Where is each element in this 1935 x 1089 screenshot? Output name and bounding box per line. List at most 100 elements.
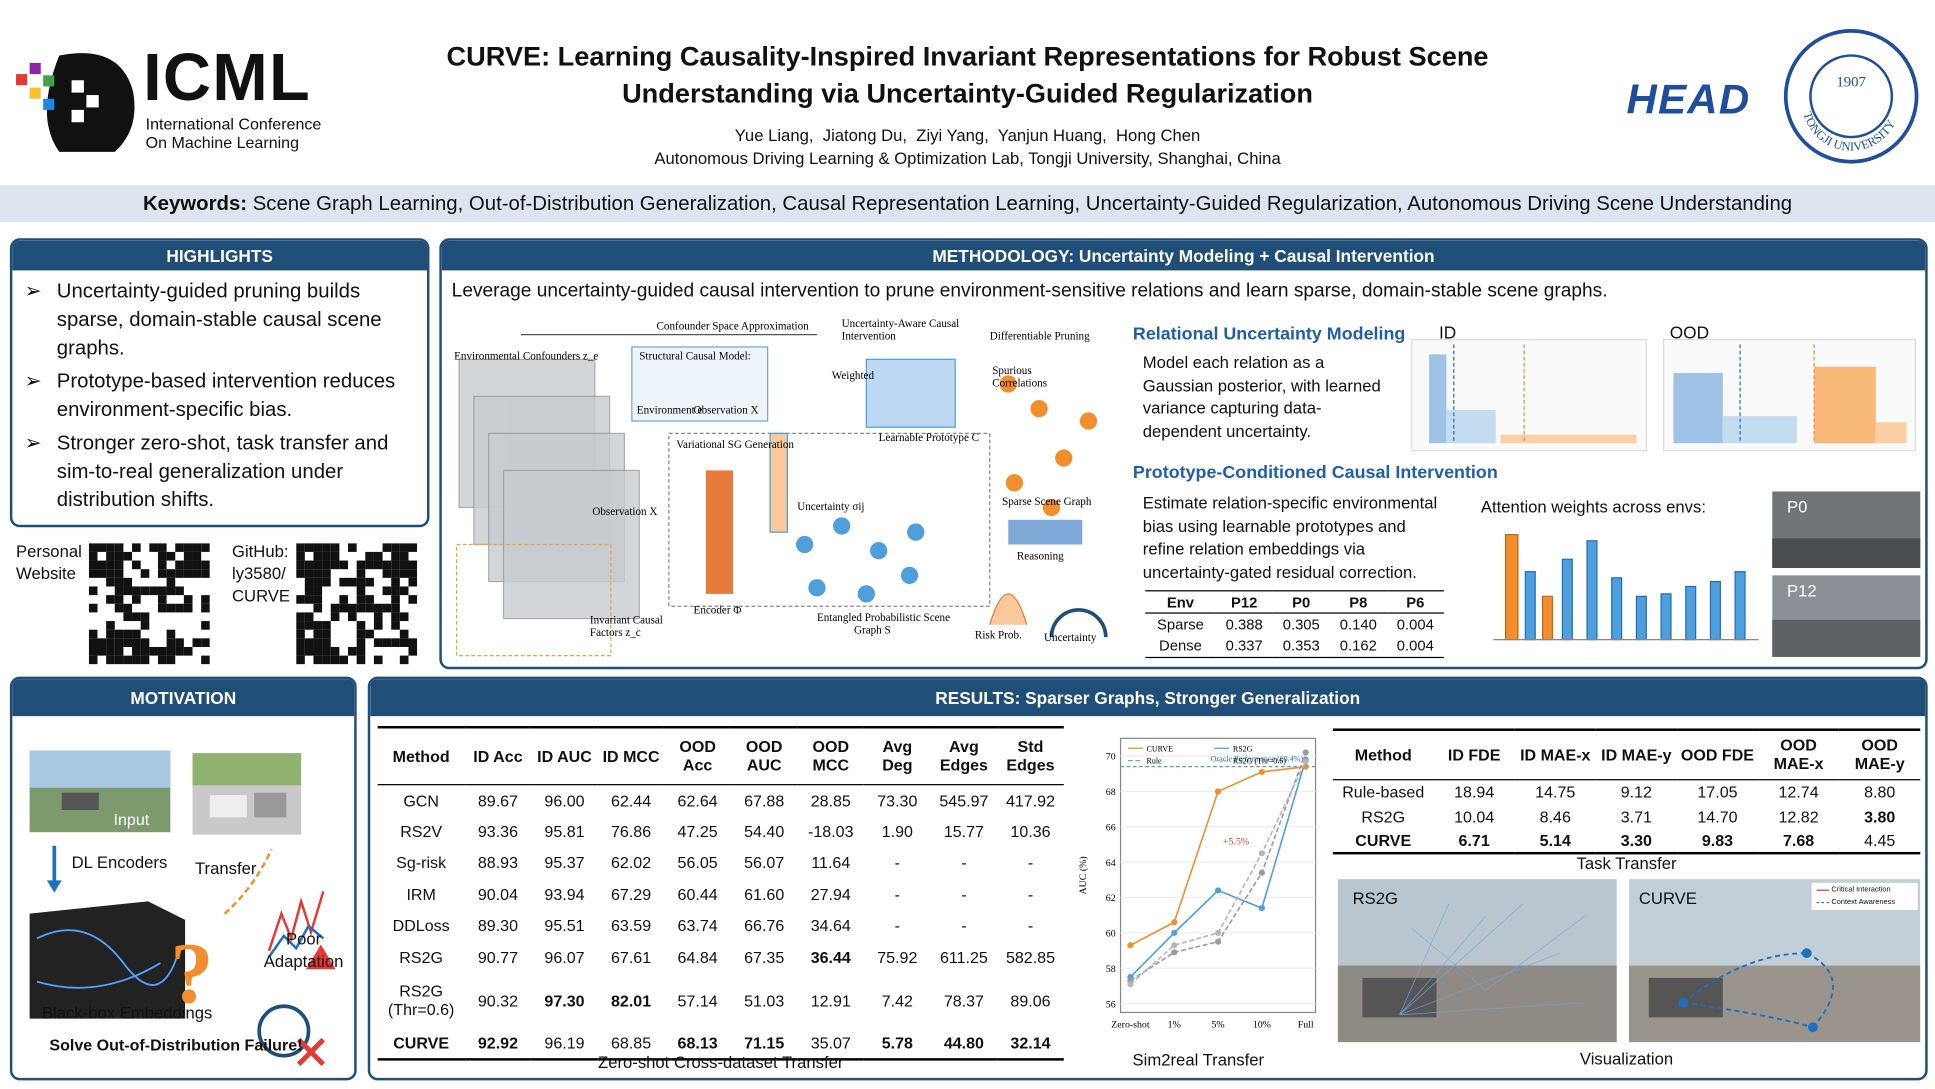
qr-module <box>114 595 124 604</box>
qr-module <box>322 655 331 665</box>
qr-module <box>356 638 366 647</box>
qr-module <box>201 560 210 570</box>
qr-module <box>322 543 331 552</box>
caption: Task Transfer <box>1576 854 1677 873</box>
qr-module <box>114 629 124 639</box>
data-point <box>1214 788 1222 795</box>
qr-module <box>201 603 210 613</box>
figure-shape <box>900 566 919 585</box>
qr-module <box>88 569 98 578</box>
table-cell: 67.35 <box>744 947 785 967</box>
figure-label: Entangled Probabilistic Scene <box>817 612 950 624</box>
qr-module <box>97 560 107 570</box>
qr-module <box>132 612 141 622</box>
website-label: Personal Website <box>16 541 82 585</box>
table-cell: 60.44 <box>677 884 718 904</box>
qr-module <box>399 551 409 561</box>
element <box>1801 948 1812 959</box>
table-cell: 95.51 <box>544 916 585 935</box>
plot-frame <box>1119 737 1317 1014</box>
qr-module <box>88 655 98 665</box>
table-cell: 89.67 <box>477 790 519 810</box>
qr-module <box>140 638 150 647</box>
table-cell: 8.46 <box>1539 806 1571 826</box>
qr-module <box>97 646 107 656</box>
qr-module <box>166 577 176 587</box>
qr-module <box>391 569 400 578</box>
table-cell: 7.68 <box>1782 830 1815 850</box>
qr-module <box>339 655 349 665</box>
table-cell: 3.80 <box>1864 806 1896 826</box>
table-cell: 15.77 <box>943 822 984 841</box>
section-title: RESULTS: Sparser Graphs, Stronger Genera… <box>370 679 1926 717</box>
qr-module <box>192 569 202 578</box>
figure-label: Spurious <box>992 365 1031 377</box>
qr-module <box>304 560 314 570</box>
table-cell: 89.30 <box>477 916 519 935</box>
table-cell: 66.76 <box>744 916 785 935</box>
element <box>71 80 84 93</box>
qr-module <box>356 629 366 639</box>
table-cell: IRM <box>406 884 436 904</box>
column-header: Std Edges <box>1006 737 1055 775</box>
qr-module <box>88 560 98 570</box>
column-header: Method <box>1354 745 1412 764</box>
qr-module <box>114 646 124 656</box>
table-cell: - <box>894 853 901 873</box>
keywords-label: Keywords: <box>142 192 248 215</box>
element <box>46 880 62 893</box>
figure-label: Differentiable Pruning <box>990 331 1090 343</box>
table-cell: RS2V <box>400 822 443 841</box>
data-point <box>1258 905 1265 912</box>
university-year: 1907 <box>1836 74 1866 90</box>
qr-module <box>339 577 349 587</box>
visualization-images <box>1337 879 1921 1043</box>
element <box>1660 593 1672 641</box>
goal-label: Solve Out-of-Distribution Failure! <box>49 1035 303 1055</box>
qr-module <box>304 638 314 647</box>
table-cell: 62.64 <box>677 790 718 810</box>
figure-label: Environment e <box>637 405 703 417</box>
qr-module <box>132 543 141 552</box>
qr-module <box>296 543 305 552</box>
qr-module <box>175 586 184 596</box>
qr-module <box>399 638 409 647</box>
figure-shape <box>705 470 734 594</box>
qr-module <box>157 551 167 561</box>
element <box>223 848 273 915</box>
qr-module <box>166 569 176 578</box>
table-row: IRM 90.04 93.94 67.29 60.44 61.60 27.94 - - - <box>378 878 1064 909</box>
qr-module <box>313 603 323 613</box>
qr-module <box>114 551 124 561</box>
figure-shape <box>455 543 612 657</box>
table-cell: 0.140 <box>1339 615 1377 634</box>
highlight-text: Stronger zero-shot, task transfer and si… <box>56 432 389 512</box>
qr-module <box>304 612 314 622</box>
encoder-label: DL Encoders <box>71 853 168 872</box>
logo-acronym: ICML <box>143 40 311 115</box>
column-header: P12 <box>1231 593 1258 611</box>
figure-shape <box>907 523 925 541</box>
table-cell: 5.14 <box>1539 830 1571 850</box>
qr-module <box>140 655 150 665</box>
scene-label: P12 <box>1786 581 1817 601</box>
qr-module <box>106 595 115 604</box>
figure-label: Observation X <box>694 405 759 417</box>
logo-line: International Conference <box>145 114 322 134</box>
qr-code <box>88 543 210 665</box>
table-cell: 11.64 <box>811 853 851 873</box>
element <box>36 929 180 989</box>
table-cell: 67.61 <box>610 947 652 967</box>
qr-module <box>304 595 314 604</box>
qr-module <box>114 543 124 552</box>
title: Understanding via Uncertainty-Guided Reg… <box>622 77 1313 109</box>
table-cell: 582.85 <box>1005 947 1056 967</box>
element <box>43 75 55 87</box>
qr-module <box>322 560 331 570</box>
qr-module <box>149 646 158 656</box>
figure-label: Sparse Scene Graph <box>1002 496 1092 508</box>
figure-label: Intervention <box>842 331 897 343</box>
column-header: ID MCC <box>602 746 660 766</box>
qr-module <box>365 629 374 639</box>
qr-module <box>296 612 305 622</box>
